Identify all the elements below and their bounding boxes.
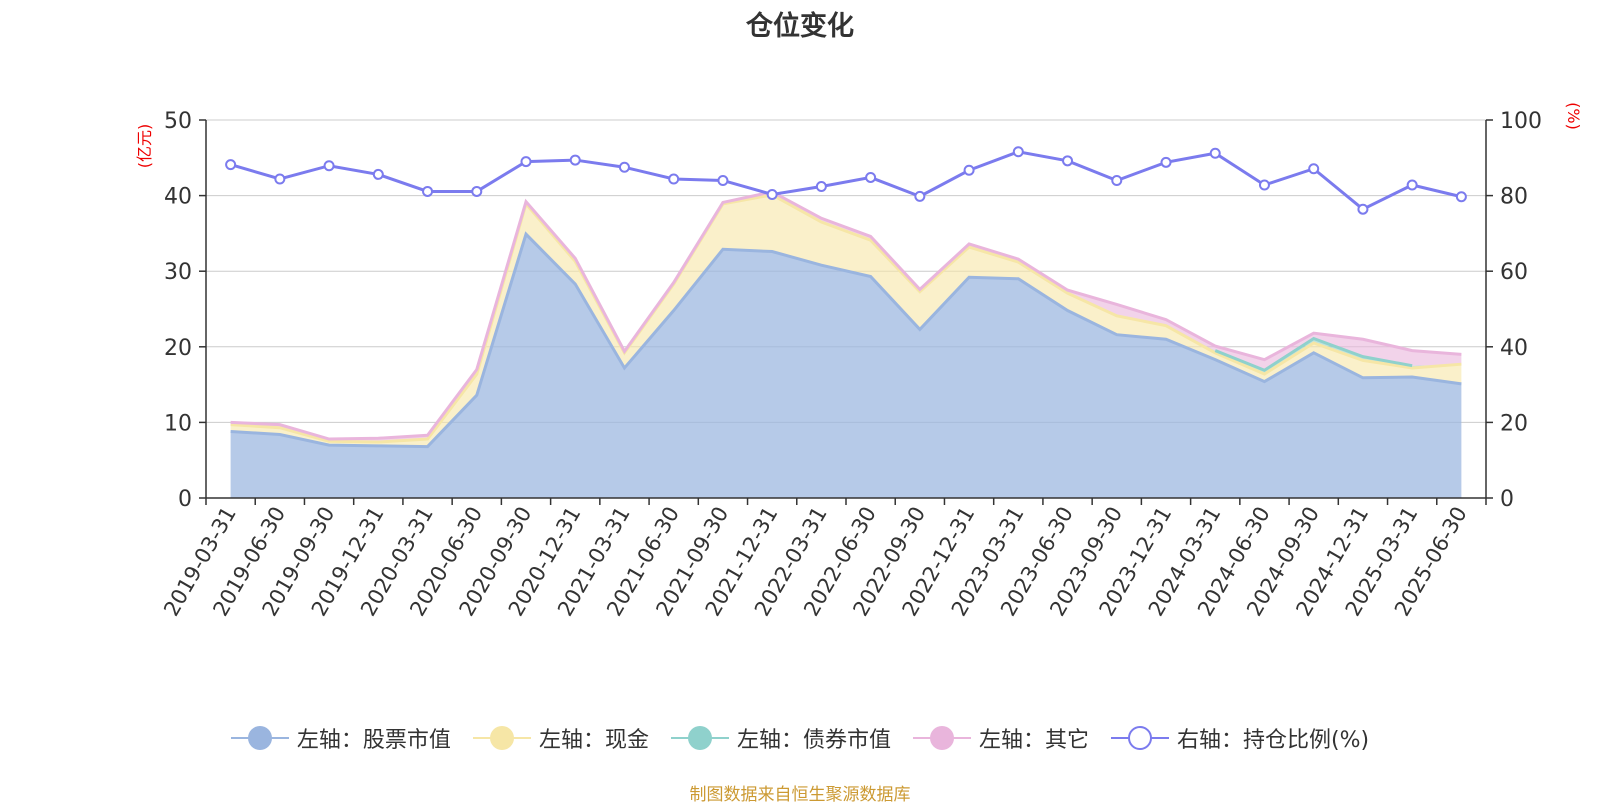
legend-label: 右轴：持仓比例(%) xyxy=(1176,728,1370,753)
holding-ratio-point xyxy=(815,181,827,193)
holding-ratio-point xyxy=(323,160,335,172)
right-tick-label: 40 xyxy=(1500,336,1528,361)
holding-ratio-point xyxy=(274,173,286,185)
left-tick-label: 10 xyxy=(164,411,192,436)
legend: 左轴：股票市值 左轴：现金 左轴：债券市值 左轴：其它 右轴：持仓比例(%) xyxy=(0,722,1600,754)
left-tick-label: 30 xyxy=(164,260,192,285)
holding-ratio-point xyxy=(865,171,877,183)
legend-item[interactable]: 左轴：其它 xyxy=(912,722,1089,754)
legend-label: 左轴：现金 xyxy=(538,728,649,753)
right-axis-unit: (%) xyxy=(1564,102,1583,130)
holding-ratio-point xyxy=(1406,179,1418,191)
holding-ratio-point xyxy=(1308,163,1320,175)
series-line-0 xyxy=(230,231,1462,449)
holding-ratio-point xyxy=(1258,179,1270,191)
left-tick-label: 50 xyxy=(164,109,192,134)
legend-marker-icon xyxy=(472,725,531,751)
holding-ratio-point xyxy=(1111,174,1123,186)
right-tick-label: 60 xyxy=(1500,260,1528,285)
holding-ratio-point xyxy=(569,154,581,166)
left-tick-label: 0 xyxy=(178,487,192,512)
holding-ratio-point xyxy=(1062,155,1074,167)
left-axis-unit: (亿元) xyxy=(135,124,154,169)
holding-ratio-point xyxy=(1209,147,1221,159)
holding-ratio-point xyxy=(766,188,778,200)
legend-marker-icon xyxy=(670,725,729,751)
holding-ratio-point xyxy=(1455,191,1467,203)
holding-ratio-point xyxy=(963,164,975,176)
holding-ratio-point xyxy=(225,159,237,171)
legend-label: 左轴：股票市值 xyxy=(296,728,451,753)
holding-ratio-point xyxy=(471,185,483,197)
legend-marker-icon xyxy=(230,725,289,751)
left-tick-label: 20 xyxy=(164,336,192,361)
legend-item[interactable]: 左轴：现金 xyxy=(472,722,649,754)
right-tick-label: 100 xyxy=(1500,109,1542,134)
right-tick-label: 20 xyxy=(1500,411,1528,436)
holding-ratio-point xyxy=(422,185,434,197)
area-1 xyxy=(230,194,1462,447)
area-0 xyxy=(230,234,1462,498)
right-tick-label: 80 xyxy=(1500,185,1528,210)
series-line-1 xyxy=(230,193,1462,444)
legend-label: 左轴：其它 xyxy=(978,728,1089,753)
holding-ratio-point xyxy=(717,174,729,186)
legend-marker-icon xyxy=(912,725,971,751)
left-tick-label: 40 xyxy=(164,185,192,210)
chart-title: 仓位变化 xyxy=(746,11,854,42)
holding-ratio-point xyxy=(520,156,532,168)
holding-ratio-point xyxy=(618,161,630,173)
series-line-3 xyxy=(230,190,1462,441)
holding-ratio-line xyxy=(230,150,1462,211)
holding-ratio-point xyxy=(668,173,680,185)
right-tick-label: 0 xyxy=(1500,487,1514,512)
legend-item[interactable]: 左轴：股票市值 xyxy=(230,722,451,754)
series-line-2 xyxy=(1214,336,1413,372)
holding-ratio-point xyxy=(1160,156,1172,168)
holding-ratio-point xyxy=(1012,146,1024,158)
legend-item[interactable]: 左轴：债券市值 xyxy=(670,722,891,754)
legend-item[interactable]: 右轴：持仓比例(%) xyxy=(1110,722,1370,754)
holding-ratio-point xyxy=(372,168,384,180)
holding-ratio-point xyxy=(914,190,926,202)
holding-ratio-point xyxy=(1357,203,1369,215)
data-source-note: 制图数据来自恒生聚源数据库 xyxy=(689,785,911,805)
legend-label: 左轴：债券市值 xyxy=(736,728,891,753)
legend-marker-icon xyxy=(1110,725,1169,751)
